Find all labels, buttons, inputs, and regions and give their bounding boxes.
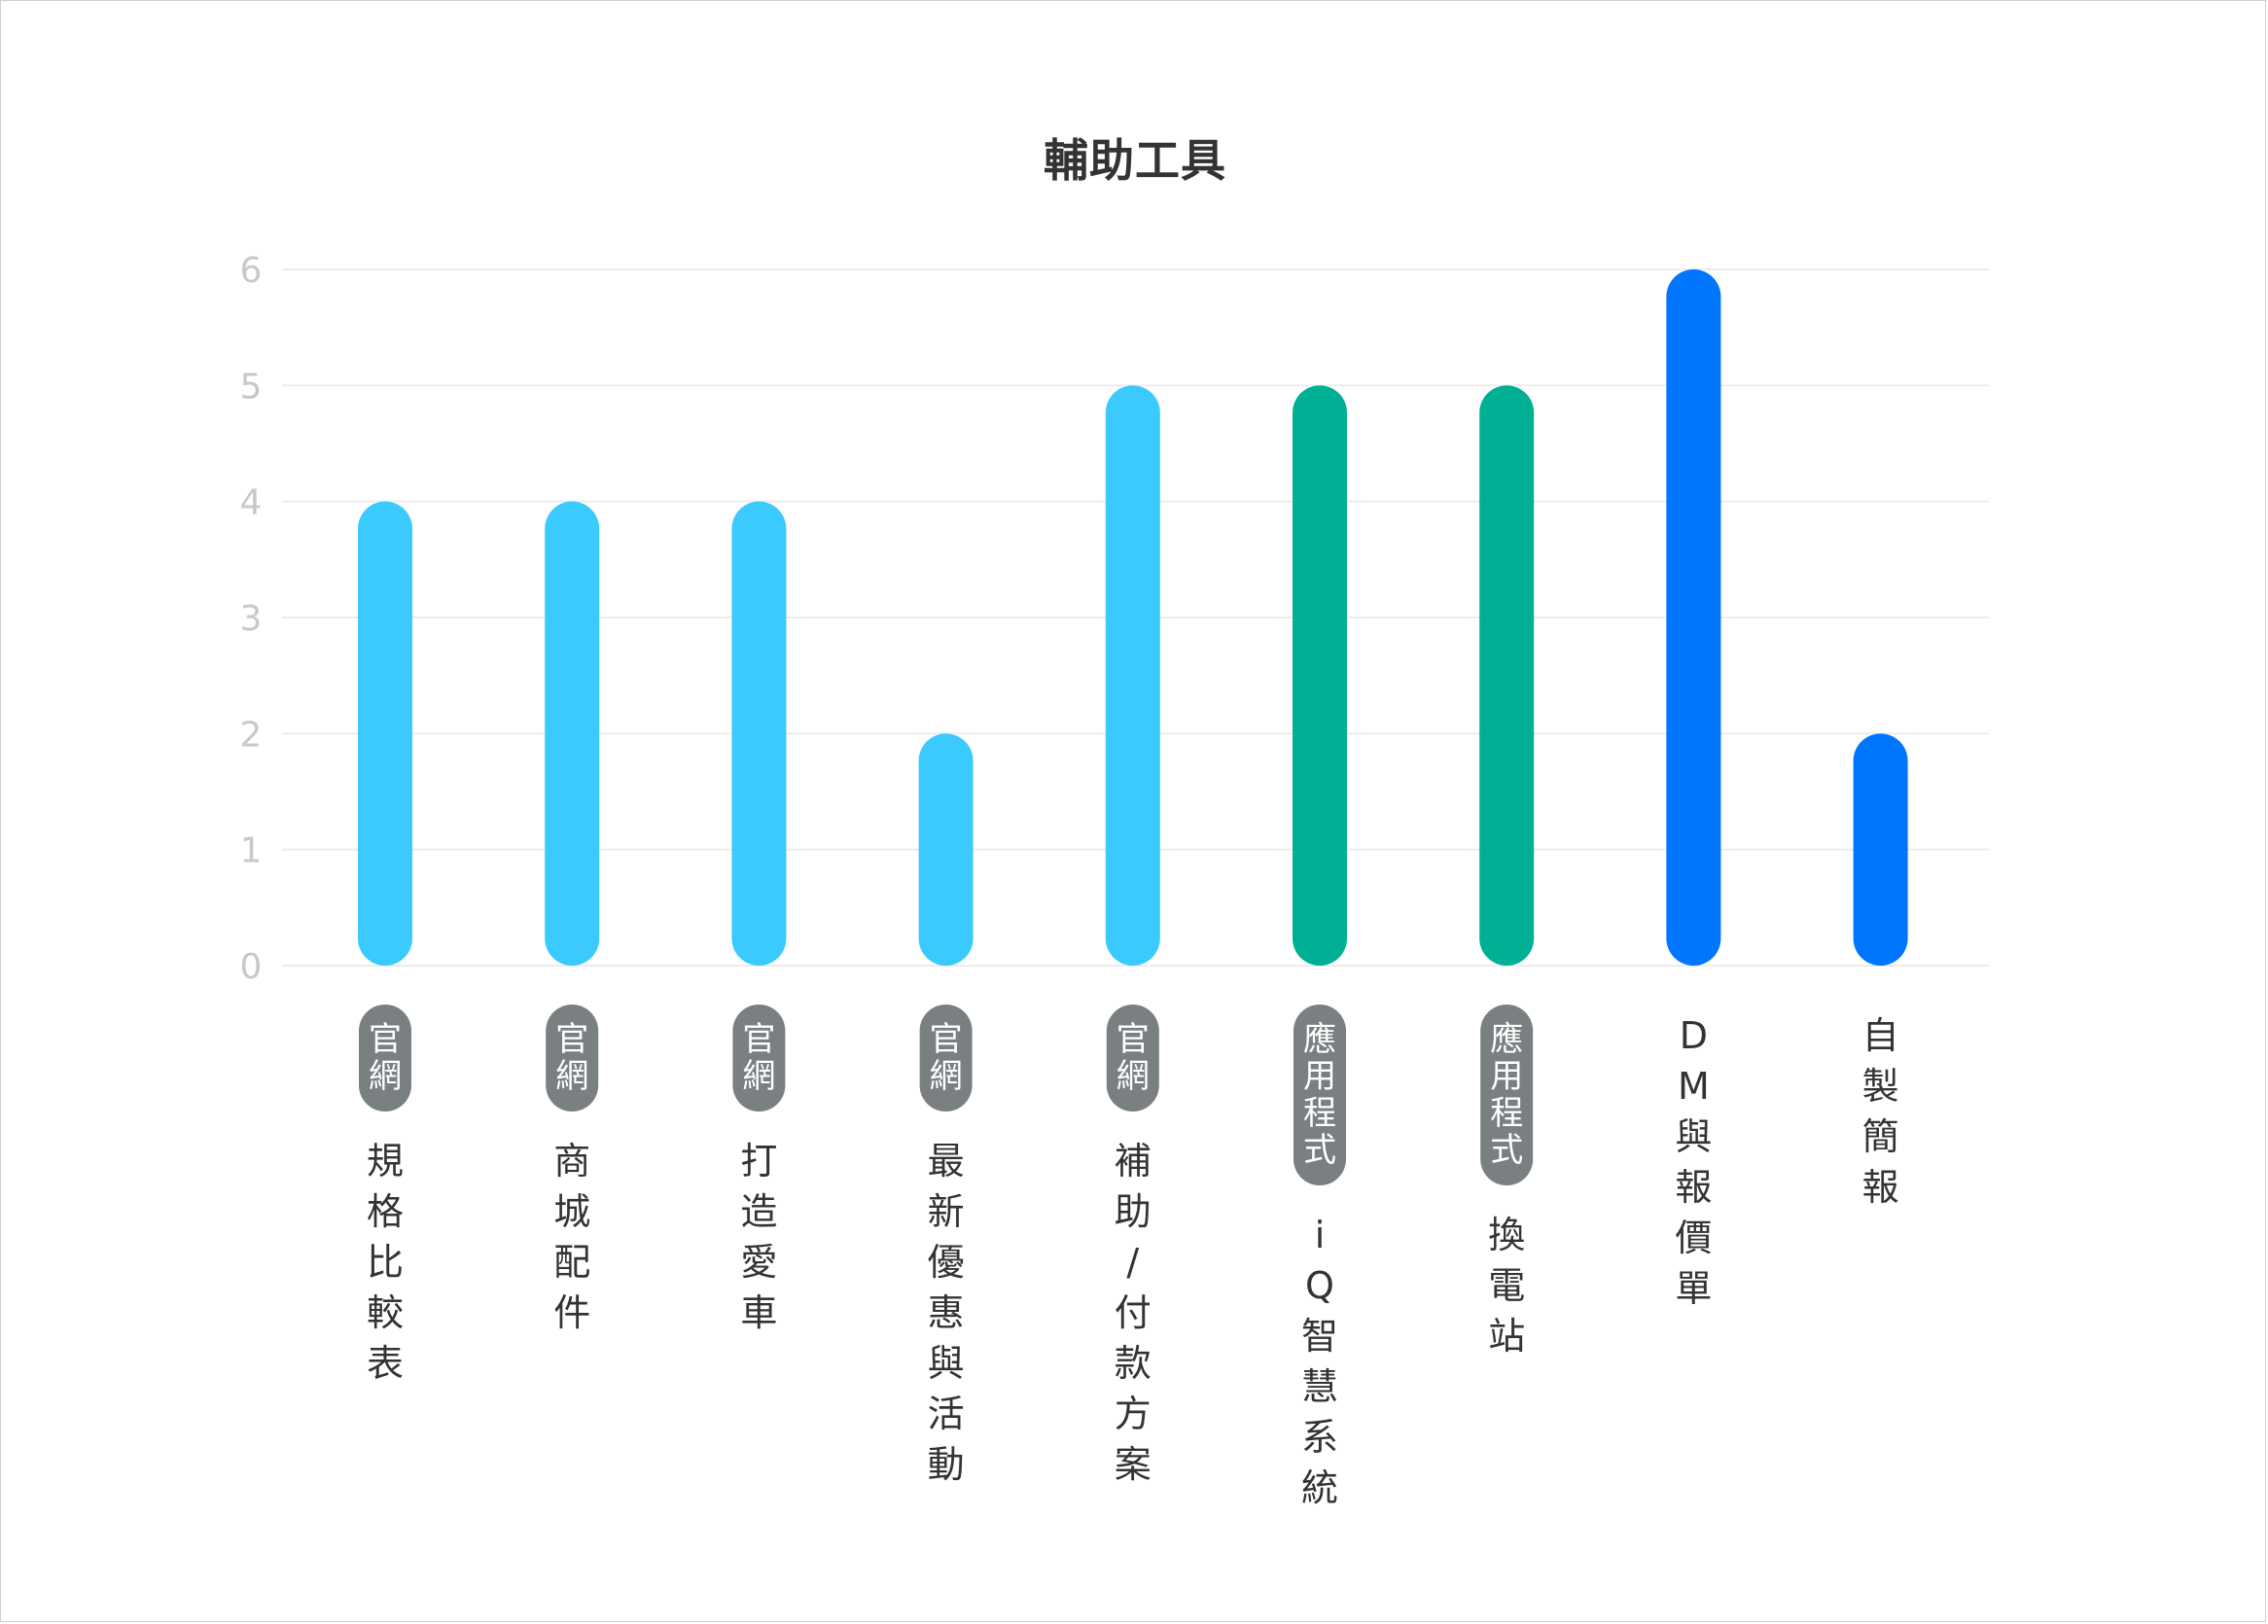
category-tag <box>1480 1005 1534 1185</box>
y-tick-label: 1 <box>240 831 263 871</box>
category-label: 表 <box>367 1342 404 1385</box>
category-label: 站 <box>1488 1315 1525 1358</box>
category-tag <box>1293 1005 1346 1185</box>
category-label: 新 <box>928 1190 965 1233</box>
y-tick-label: 5 <box>240 367 263 406</box>
y-tick-label: 6 <box>240 251 263 291</box>
category-label: 價 <box>1675 1217 1712 1259</box>
bar <box>731 501 787 966</box>
category-label: i <box>1315 1214 1326 1256</box>
category-label: 電 <box>1488 1264 1525 1307</box>
category-tag-text: 式 <box>1490 1131 1523 1170</box>
category-label: 格 <box>367 1190 404 1233</box>
category-label: 方 <box>1115 1393 1152 1435</box>
category-label: 智 <box>1301 1315 1338 1358</box>
category-tag-text: 官 <box>1116 1020 1150 1059</box>
category-tag-text: 程 <box>1303 1094 1336 1133</box>
category-label: 最 <box>928 1140 965 1183</box>
category-label: 與 <box>928 1342 965 1385</box>
category-tag-text: 網 <box>742 1057 775 1096</box>
category-label: 付 <box>1115 1291 1152 1334</box>
y-tick-label: 2 <box>240 715 263 755</box>
category-label: M <box>1678 1065 1710 1108</box>
category-label: 慧 <box>1301 1365 1338 1408</box>
category-tag-text: 網 <box>1116 1057 1150 1096</box>
category-label: 規 <box>367 1140 404 1183</box>
category-tag <box>732 1005 786 1112</box>
category-label: 單 <box>1675 1267 1712 1310</box>
category-tag-text: 用 <box>1490 1057 1523 1096</box>
category-label: 製 <box>1862 1065 1899 1108</box>
category-label: 補 <box>1115 1140 1152 1183</box>
category-label: 與 <box>1675 1115 1712 1158</box>
bar <box>1479 385 1535 966</box>
chart-title: 輔助工具 <box>1044 134 1226 187</box>
y-tick-label: 0 <box>240 947 263 987</box>
bar <box>545 501 600 966</box>
category-label: 系 <box>1301 1416 1338 1459</box>
category-tag-text: 官 <box>369 1020 402 1059</box>
category-tag-text: 程 <box>1490 1094 1523 1133</box>
category-tag <box>546 1005 599 1112</box>
category-label: 惠 <box>928 1291 965 1334</box>
category-label: 比 <box>367 1241 404 1284</box>
category-tag-text: 網 <box>555 1057 588 1096</box>
category-label: 案 <box>1115 1443 1152 1486</box>
category-tag-text: 網 <box>930 1057 963 1096</box>
category-label: D <box>1680 1014 1708 1057</box>
category-tag-text: 用 <box>1303 1057 1336 1096</box>
category-tag <box>919 1005 973 1112</box>
y-tick-label: 4 <box>240 483 263 523</box>
category-label: 自 <box>1862 1014 1899 1057</box>
category-label: 款 <box>1115 1342 1152 1385</box>
bar <box>358 501 412 966</box>
category-label: 打 <box>740 1140 777 1183</box>
category-label: 車 <box>740 1291 777 1334</box>
category-tag-text: 官 <box>555 1020 588 1059</box>
category-tag-text: 式 <box>1303 1131 1336 1170</box>
category-label: 造 <box>740 1190 777 1233</box>
category-label: / <box>1126 1241 1139 1284</box>
category-label: 報 <box>1862 1166 1899 1209</box>
category-label: 件 <box>553 1291 590 1334</box>
category-tag <box>359 1005 411 1112</box>
bar <box>1105 385 1160 966</box>
category-label: 動 <box>928 1443 965 1486</box>
category-tag-text: 網 <box>369 1057 402 1096</box>
category-tag-text: 應 <box>1303 1020 1336 1059</box>
category-label: 報 <box>1675 1166 1712 1209</box>
category-label: 助 <box>1115 1190 1152 1233</box>
category-label: 較 <box>367 1291 404 1334</box>
category-tag-text: 官 <box>930 1020 963 1059</box>
category-tag <box>1106 1005 1159 1112</box>
category-label: 愛 <box>740 1241 777 1284</box>
category-label: 統 <box>1301 1466 1338 1509</box>
category-label: 城 <box>553 1190 590 1233</box>
category-tag-text: 應 <box>1490 1020 1523 1059</box>
bar <box>1853 733 1908 966</box>
category-tag-text: 官 <box>742 1020 775 1059</box>
category-label: Q <box>1305 1264 1334 1307</box>
category-label: 換 <box>1488 1214 1525 1256</box>
category-label: 商 <box>553 1140 590 1183</box>
category-label: 優 <box>928 1241 965 1284</box>
category-label: 配 <box>553 1241 590 1284</box>
y-tick-label: 3 <box>240 599 263 639</box>
bar <box>918 733 974 966</box>
category-label: 活 <box>928 1393 965 1435</box>
bar <box>1293 385 1347 966</box>
category-label: 簡 <box>1862 1115 1899 1158</box>
bar <box>1666 269 1721 966</box>
